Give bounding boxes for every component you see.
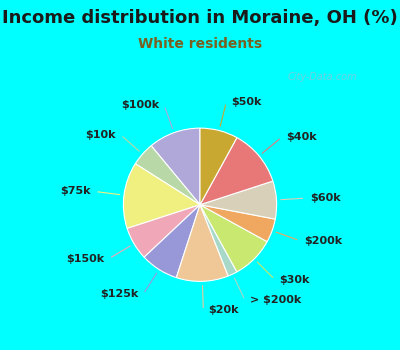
Wedge shape (176, 205, 228, 281)
Text: $20k: $20k (208, 306, 238, 315)
Text: $75k: $75k (60, 187, 90, 196)
Wedge shape (135, 146, 200, 205)
Text: White residents: White residents (138, 37, 262, 51)
Text: $30k: $30k (279, 274, 310, 285)
Text: $100k: $100k (122, 100, 160, 110)
Wedge shape (151, 128, 200, 205)
Text: $40k: $40k (286, 132, 317, 142)
Text: $125k: $125k (100, 289, 139, 299)
Wedge shape (200, 205, 275, 242)
Wedge shape (144, 205, 200, 278)
Wedge shape (200, 205, 267, 272)
Text: $60k: $60k (310, 193, 341, 203)
Wedge shape (200, 138, 273, 205)
Text: Income distribution in Moraine, OH (%): Income distribution in Moraine, OH (%) (2, 9, 398, 27)
Wedge shape (200, 205, 237, 276)
Text: > $200k: > $200k (250, 295, 301, 306)
Text: $50k: $50k (231, 97, 261, 107)
Wedge shape (123, 164, 200, 229)
Wedge shape (200, 181, 277, 219)
Text: $200k: $200k (304, 236, 342, 246)
Text: City-Data.com: City-Data.com (288, 71, 358, 82)
Text: $150k: $150k (66, 253, 104, 264)
Wedge shape (127, 205, 200, 257)
Wedge shape (200, 128, 237, 205)
Text: $10k: $10k (86, 130, 116, 140)
